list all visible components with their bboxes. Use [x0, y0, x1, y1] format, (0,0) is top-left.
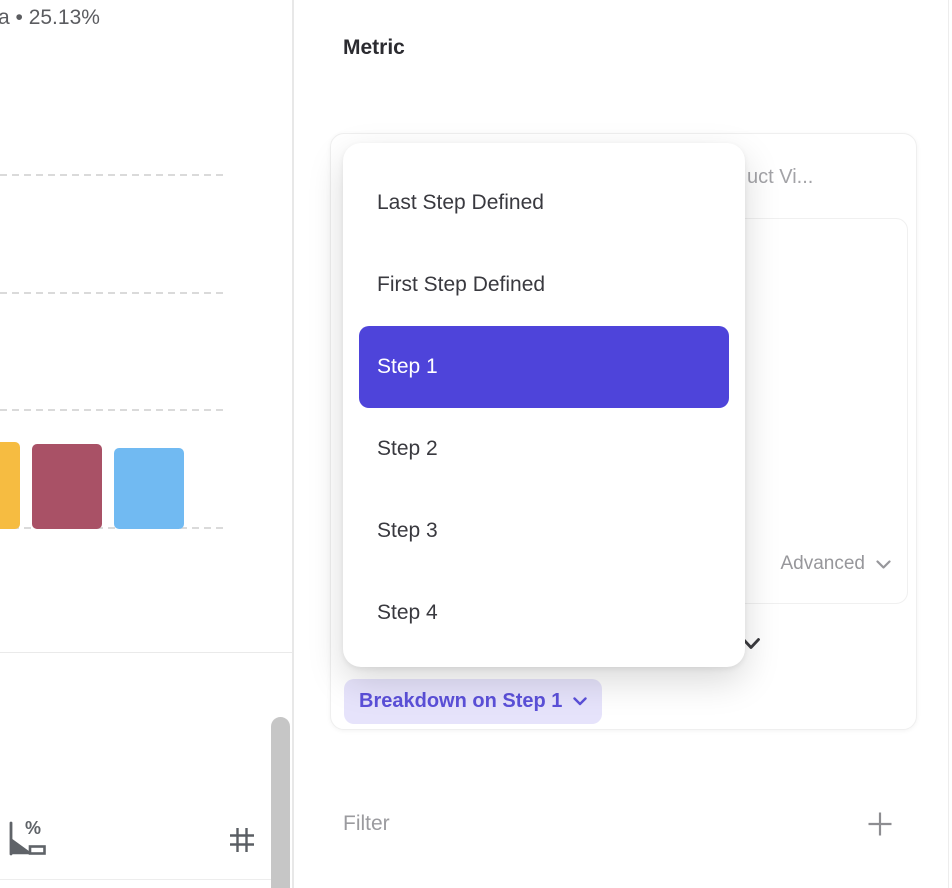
advanced-toggle[interactable]: Advanced — [780, 553, 891, 575]
filter-section: Filter — [343, 806, 893, 842]
breakdown-chip-label: Breakdown on Step 1 — [359, 690, 563, 712]
dropdown-item-step-1-selected[interactable]: Step 1 — [359, 326, 729, 408]
advanced-label: Advanced — [780, 553, 865, 574]
funnel-bar-yellow[interactable] — [0, 442, 20, 529]
breakdown-chip[interactable]: Breakdown on Step 1 — [344, 679, 603, 724]
scrollbar-thumb[interactable] — [271, 717, 290, 888]
event-name-truncated[interactable]: uct Vi... — [747, 166, 814, 188]
svg-text:%: % — [25, 818, 41, 838]
funnel-bar-maroon[interactable] — [32, 444, 102, 529]
series-label: a • 25.13% — [0, 6, 100, 29]
step-select-dropdown: Last Step Defined First Step Defined Ste… — [343, 143, 745, 667]
dropdown-item-step-4[interactable]: Step 4 — [377, 601, 438, 624]
chevron-down-icon — [876, 559, 891, 569]
panel-divider — [292, 0, 294, 888]
metric-section-title: Metric — [343, 36, 405, 59]
gridline-baseline — [0, 527, 226, 529]
chevron-down-icon[interactable] — [741, 637, 761, 650]
gridline — [0, 174, 226, 176]
dropdown-item-step-3[interactable]: Step 3 — [377, 519, 438, 542]
dropdown-item-last-step-defined[interactable]: Last Step Defined — [377, 191, 544, 214]
dropdown-item-first-step-defined[interactable]: First Step Defined — [377, 273, 546, 296]
dropdown-item-step-2[interactable]: Step 2 — [377, 437, 438, 460]
funnel-bar-blue[interactable] — [114, 448, 184, 529]
right-panel-border — [948, 0, 949, 888]
gridline — [0, 292, 226, 294]
chevron-down-icon — [573, 697, 588, 706]
hash-icon[interactable] — [226, 824, 258, 856]
funnel-percent-icon[interactable]: % — [4, 817, 48, 861]
footer-divider — [0, 879, 272, 880]
plus-icon[interactable] — [867, 811, 893, 837]
filter-section-title: Filter — [343, 812, 390, 835]
chart-card-divider — [0, 652, 293, 653]
gridline — [0, 409, 226, 411]
